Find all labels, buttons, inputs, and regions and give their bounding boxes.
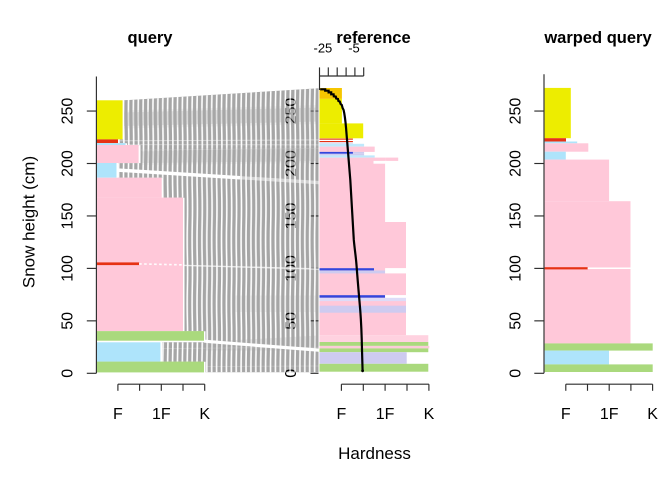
svg-text:100: 100: [508, 255, 525, 282]
svg-text:250: 250: [60, 98, 77, 125]
svg-text:Hardness: Hardness: [338, 444, 411, 463]
svg-text:warped query: warped query: [543, 29, 652, 47]
svg-text:250: 250: [283, 98, 300, 125]
svg-text:150: 150: [283, 203, 300, 230]
svg-text:F: F: [561, 406, 571, 423]
svg-text:1F: 1F: [600, 406, 619, 423]
svg-text:K: K: [424, 406, 435, 423]
svg-text:150: 150: [508, 203, 525, 230]
svg-text:0: 0: [60, 369, 77, 378]
svg-text:F: F: [113, 406, 123, 423]
svg-text:0: 0: [283, 369, 300, 378]
svg-text:K: K: [647, 406, 658, 423]
svg-text:50: 50: [283, 312, 300, 330]
svg-text:250: 250: [508, 98, 525, 125]
svg-text:1F: 1F: [376, 406, 395, 423]
svg-text:100: 100: [60, 255, 77, 282]
svg-text:200: 200: [283, 150, 300, 177]
svg-text:K: K: [199, 406, 210, 423]
svg-text:150: 150: [60, 203, 77, 230]
svg-text:200: 200: [508, 150, 525, 177]
svg-text:-5: -5: [348, 41, 360, 56]
svg-text:reference: reference: [336, 29, 410, 47]
svg-text:-25: -25: [314, 41, 333, 56]
svg-text:200: 200: [60, 150, 77, 177]
svg-text:query: query: [128, 29, 174, 47]
svg-text:0: 0: [508, 369, 525, 378]
svg-text:0: 0: [283, 369, 300, 378]
svg-text:50: 50: [60, 312, 77, 330]
svg-text:1F: 1F: [152, 406, 171, 423]
svg-text:F: F: [337, 406, 347, 423]
svg-text:50: 50: [508, 312, 525, 330]
svg-text:Snow height (cm): Snow height (cm): [20, 156, 39, 288]
